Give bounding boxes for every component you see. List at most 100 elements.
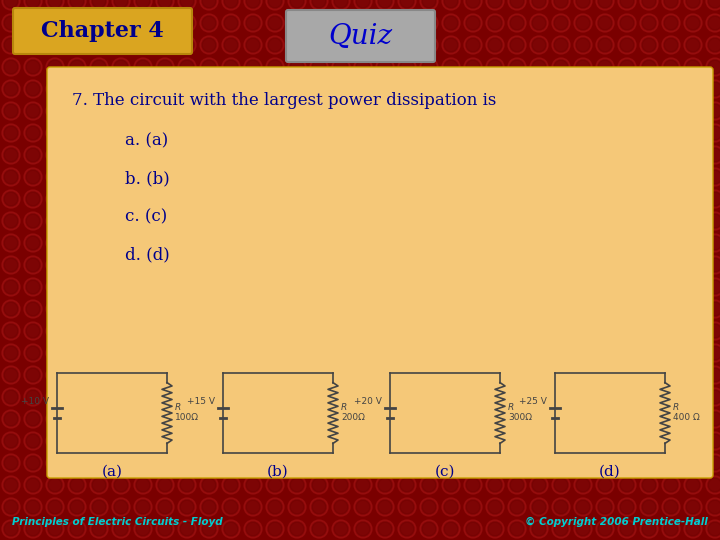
Circle shape [488,104,502,118]
Circle shape [686,280,700,294]
Circle shape [70,236,84,250]
Circle shape [444,82,458,96]
Circle shape [112,498,130,516]
Circle shape [662,300,680,318]
Circle shape [224,236,238,250]
Circle shape [640,498,658,516]
Circle shape [114,500,128,514]
Circle shape [112,0,130,10]
Circle shape [312,192,326,206]
Circle shape [266,476,284,494]
Circle shape [356,236,370,250]
Circle shape [530,476,548,494]
Circle shape [618,234,636,252]
Circle shape [684,212,702,230]
Circle shape [356,126,370,140]
Circle shape [530,80,548,98]
Circle shape [596,256,614,274]
Circle shape [574,190,592,208]
Circle shape [510,126,524,140]
Circle shape [334,368,348,382]
Circle shape [466,16,480,30]
Circle shape [222,58,240,76]
Circle shape [246,368,260,382]
Circle shape [708,522,720,536]
Circle shape [530,190,548,208]
Circle shape [310,0,328,10]
Circle shape [530,432,548,450]
Circle shape [48,192,62,206]
Circle shape [378,148,392,162]
Circle shape [156,102,174,120]
Circle shape [684,0,702,10]
Circle shape [684,410,702,428]
Circle shape [398,498,416,516]
Circle shape [574,256,592,274]
Circle shape [684,14,702,32]
Circle shape [178,58,196,76]
Circle shape [224,346,238,360]
Circle shape [508,168,526,186]
Circle shape [180,148,194,162]
Circle shape [400,434,414,448]
Circle shape [640,234,658,252]
Circle shape [574,366,592,384]
Circle shape [664,104,678,118]
Circle shape [444,522,458,536]
Circle shape [222,14,240,32]
Circle shape [642,192,656,206]
Circle shape [268,0,282,8]
Circle shape [598,148,612,162]
Circle shape [332,58,350,76]
Circle shape [400,170,414,184]
Circle shape [618,454,636,472]
Circle shape [488,500,502,514]
Circle shape [24,432,42,450]
Circle shape [464,168,482,186]
Circle shape [708,236,720,250]
Circle shape [114,104,128,118]
Circle shape [686,500,700,514]
Circle shape [244,124,262,142]
Circle shape [664,456,678,470]
Circle shape [618,300,636,318]
Circle shape [442,366,460,384]
Circle shape [510,346,524,360]
Circle shape [664,214,678,228]
Text: 7. The circuit with the largest power dissipation is: 7. The circuit with the largest power di… [72,92,496,109]
Circle shape [686,60,700,74]
Circle shape [444,148,458,162]
Circle shape [554,126,568,140]
Circle shape [246,346,260,360]
Circle shape [310,300,328,318]
Circle shape [664,16,678,30]
Circle shape [68,168,86,186]
Circle shape [708,148,720,162]
Circle shape [114,214,128,228]
Circle shape [708,60,720,74]
Circle shape [334,148,348,162]
Circle shape [354,300,372,318]
Circle shape [114,148,128,162]
Circle shape [376,476,394,494]
Circle shape [158,170,172,184]
Text: 200Ω: 200Ω [341,414,365,422]
Circle shape [464,410,482,428]
Circle shape [378,324,392,338]
Circle shape [24,454,42,472]
Circle shape [200,124,218,142]
Circle shape [70,170,84,184]
Circle shape [26,236,40,250]
Circle shape [92,236,106,250]
Circle shape [398,344,416,362]
Circle shape [488,324,502,338]
Circle shape [686,302,700,316]
Circle shape [618,322,636,340]
Circle shape [24,410,42,428]
Circle shape [664,280,678,294]
Circle shape [598,258,612,272]
Circle shape [642,280,656,294]
Circle shape [530,0,548,10]
Text: 300Ω: 300Ω [508,414,532,422]
Circle shape [420,322,438,340]
